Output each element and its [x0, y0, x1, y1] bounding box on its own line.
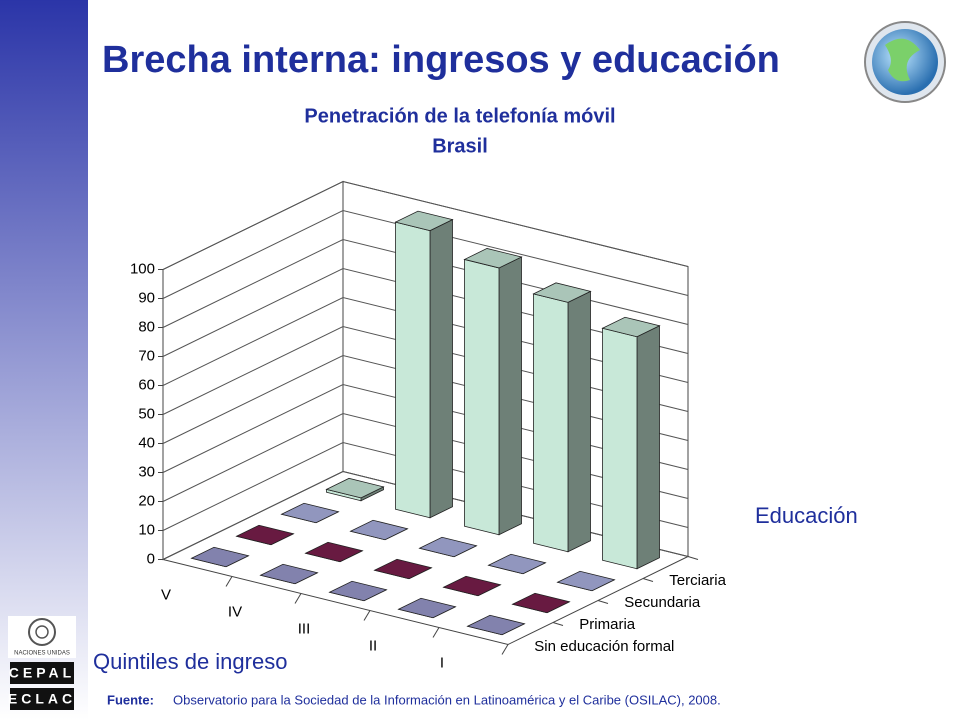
y-tick-label: 60: [138, 376, 155, 393]
bar-top: [556, 570, 616, 592]
bar: [532, 282, 592, 553]
logo-box: [10, 662, 74, 684]
bar-top: [349, 519, 409, 541]
y-tick-label: 10: [138, 521, 155, 538]
bar-top: [235, 524, 295, 546]
bar-side: [498, 256, 522, 536]
x-tick: [225, 576, 233, 587]
bar: [259, 563, 319, 585]
globe-logo: [864, 21, 946, 103]
bar: [556, 570, 616, 592]
bar: [325, 477, 385, 502]
x-tick-label: V: [161, 586, 171, 603]
chart-title: Penetración de la telefonía móvil: [304, 105, 615, 127]
bar: [235, 524, 295, 546]
series-label: Secundaria: [624, 594, 701, 611]
x-axis-label: Quintiles de ingreso: [93, 649, 287, 674]
z-tick: [552, 622, 564, 626]
bar-top: [325, 477, 385, 499]
y-tick-label: 0: [147, 550, 155, 567]
bar-top: [442, 575, 502, 597]
logo-text: ECLAC: [8, 691, 76, 707]
x-tick: [363, 610, 371, 621]
bar-top: [280, 502, 340, 524]
bar-side: [567, 290, 591, 553]
bar: [487, 553, 547, 575]
bar-top: [532, 282, 592, 303]
bar-front: [602, 327, 638, 570]
un-text: NACIONES UNIDAS: [14, 651, 70, 657]
bar: [397, 597, 457, 619]
bar: [304, 541, 364, 563]
slide-title: Brecha interna: ingresos y educación: [102, 39, 780, 81]
bar-top: [466, 614, 526, 636]
bar-front: [464, 258, 500, 536]
z-tick: [642, 578, 654, 582]
x-tick: [501, 644, 509, 655]
legend-title: Educación: [755, 503, 858, 528]
bar-top: [463, 248, 523, 269]
y-tick-label: 50: [138, 405, 155, 422]
bar: [418, 536, 478, 558]
bar-front: [533, 293, 569, 553]
bar-front: [395, 221, 431, 519]
y-tick-label: 20: [138, 492, 155, 509]
bar: [463, 248, 523, 536]
z-tick: [597, 600, 609, 604]
bar: [511, 592, 571, 614]
bar: [373, 558, 433, 580]
bar-top: [304, 541, 364, 563]
series-label: Terciaria: [669, 572, 726, 589]
bar-top: [190, 546, 250, 568]
logo-text: CEPAL: [9, 665, 75, 681]
bar-top: [418, 536, 478, 558]
y-tick-label: 100: [130, 260, 155, 277]
bar: [190, 546, 250, 568]
bar-top: [373, 558, 433, 580]
bar: [466, 614, 526, 636]
side-strip: [0, 0, 88, 720]
x-tick-label: I: [440, 654, 444, 671]
y-tick-label: 30: [138, 463, 155, 480]
z-tick: [687, 556, 699, 560]
bar: [442, 575, 502, 597]
un-logo: NACIONES UNIDAS: [8, 616, 76, 658]
bar: [601, 316, 661, 570]
logo-box: [10, 688, 74, 710]
source-text: Observatorio para la Sociedad de la Info…: [173, 692, 721, 707]
x-tick: [432, 627, 440, 638]
series-label: Primaria: [579, 616, 635, 633]
x-tick-label: II: [369, 637, 377, 654]
bar: [349, 519, 409, 541]
bar-top: [511, 592, 571, 614]
grid-line: [162, 180, 689, 270]
x-tick-label: IV: [228, 603, 242, 620]
bar: [394, 210, 454, 519]
y-tick-label: 80: [138, 318, 155, 335]
bar: [280, 502, 340, 524]
x-tick: [294, 593, 302, 604]
bar-top: [394, 210, 454, 232]
y-tick-label: 40: [138, 434, 155, 451]
grid-line: [162, 209, 689, 299]
y-tick-label: 90: [138, 289, 155, 306]
bar-side: [636, 325, 660, 570]
bar-top: [487, 553, 547, 575]
bar-side: [429, 219, 453, 519]
chart-subtitle: Brasil: [432, 135, 488, 157]
bar-top: [397, 597, 457, 619]
bar-top: [601, 316, 661, 338]
series-label: Sin educación formal: [534, 638, 674, 655]
x-tick-label: III: [298, 620, 311, 637]
source-label: Fuente:: [107, 692, 154, 707]
bar: [328, 580, 388, 602]
bar-top: [328, 580, 388, 602]
y-tick-label: 70: [138, 347, 155, 364]
bar-top: [259, 563, 319, 585]
